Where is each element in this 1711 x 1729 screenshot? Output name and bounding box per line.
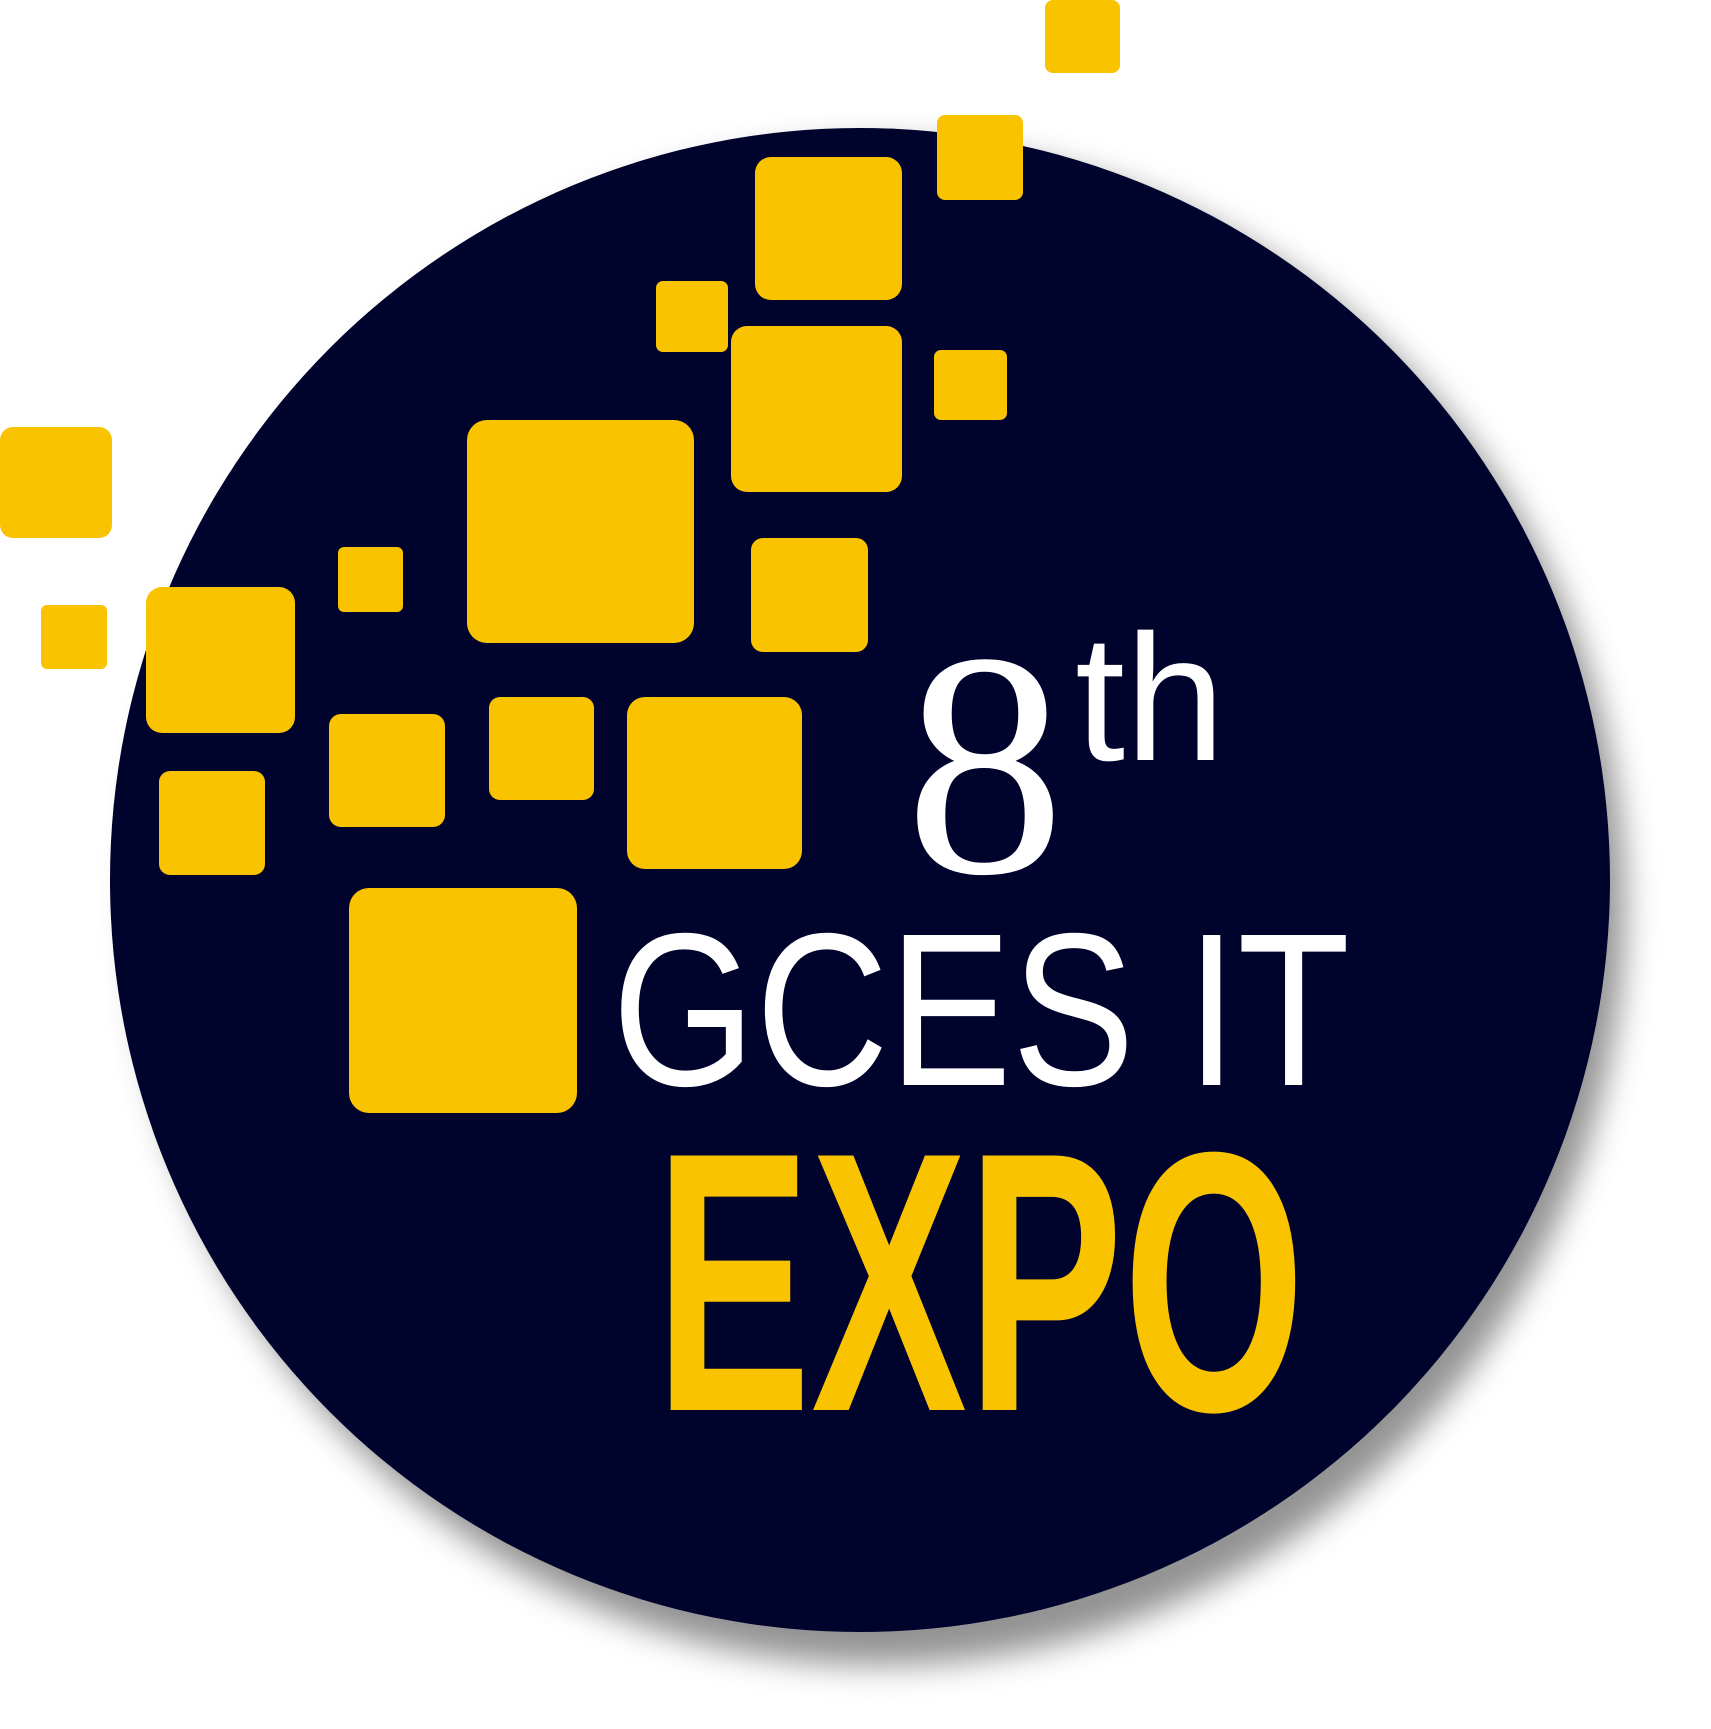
ordinal-number: 8	[905, 588, 1065, 942]
ordinal-suffix: th	[1075, 598, 1225, 799]
square	[0, 427, 112, 538]
square	[934, 350, 1007, 420]
pixel-squares-icon	[0, 0, 1120, 1113]
organizer-name: GCES IT	[612, 889, 1350, 1132]
square	[349, 888, 577, 1113]
square	[338, 547, 403, 612]
square	[146, 587, 295, 733]
square	[755, 157, 902, 300]
edition-ordinal: 8	[905, 588, 1065, 942]
square	[937, 115, 1023, 200]
square	[627, 697, 802, 869]
square	[751, 538, 868, 652]
event-word: EXPO	[655, 1076, 1305, 1489]
square	[159, 771, 265, 875]
square	[467, 420, 694, 643]
square	[329, 714, 445, 827]
square	[489, 697, 594, 800]
square	[41, 605, 107, 669]
square	[731, 326, 902, 492]
square	[1045, 0, 1120, 73]
square	[656, 281, 728, 352]
